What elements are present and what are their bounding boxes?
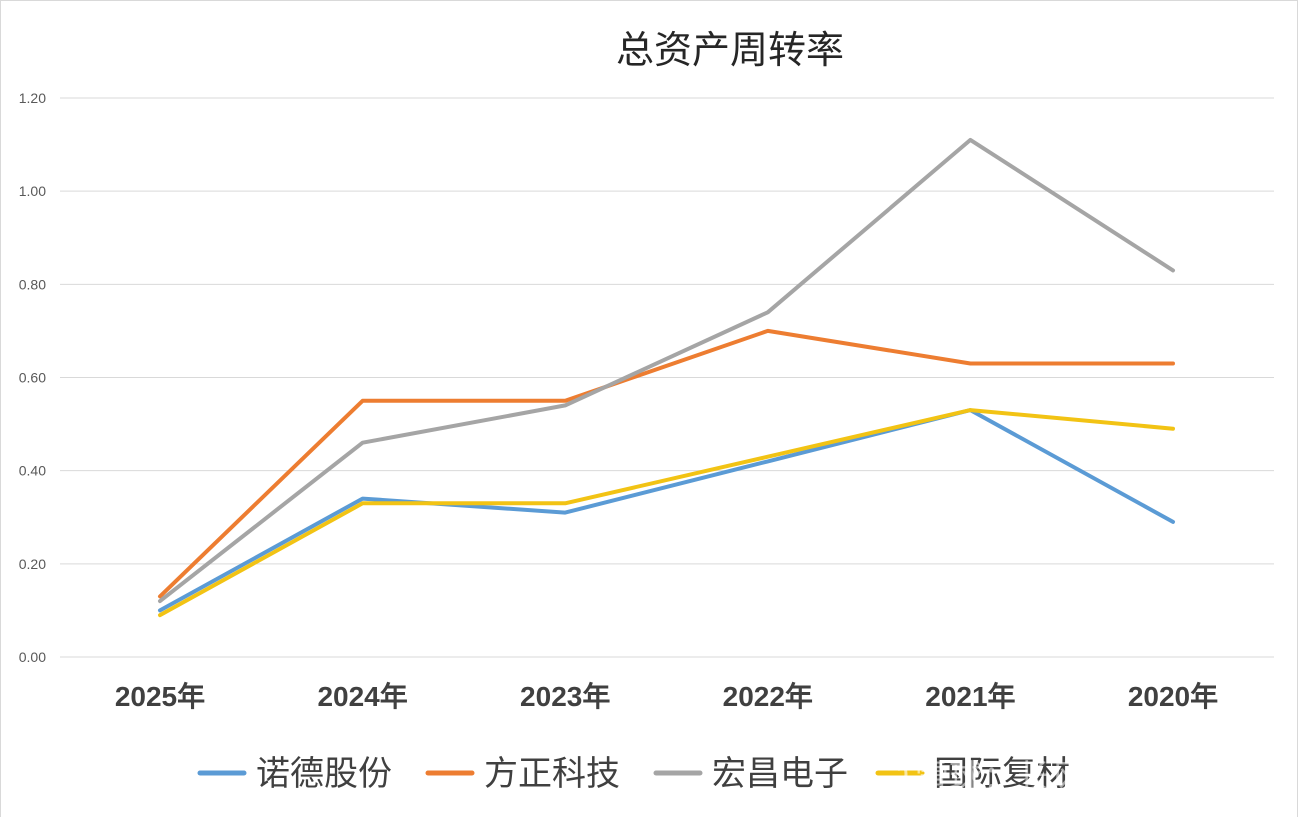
x-tick-label: 2023年 [520,680,610,712]
y-tick-label: 0.60 [19,370,46,386]
chart-title: 总资产周转率 [616,28,844,72]
series-line-3 [158,137,1175,604]
x-tick-label: 2024年 [317,680,407,712]
x-tick-label: 2022年 [723,680,813,712]
series-lines [158,137,1175,618]
legend-label: 诺德股份 [256,754,392,794]
y-axis-ticks: 0.00 0.20 0.40 0.60 0.80 1.00 1.20 [19,90,46,665]
series-line-4 [158,408,1175,618]
series-line-1 [158,408,1175,613]
y-tick-label: 1.00 [19,183,46,199]
x-axis-ticks: 2025年 2024年 2023年 2022年 2021年 2020年 [115,680,1218,712]
x-tick-label: 2025年 [115,680,205,712]
legend-label: 国际复材 [934,754,1070,794]
y-tick-label: 0.20 [19,556,46,572]
legend-label: 方正科技 [484,754,620,794]
y-tick-label: 1.20 [19,90,46,106]
legend-label: 宏昌电子 [712,754,848,794]
watermark: 雪球：长风价值掘金 [868,754,1221,798]
legend: 诺德股份 方正科技 宏昌电子 国际复材 [197,754,1070,794]
y-tick-label: 0.00 [19,649,46,665]
snowball-logo-icon [868,754,908,794]
x-tick-label: 2021年 [925,680,1015,712]
y-tick-label: 0.80 [19,276,46,292]
y-tick-label: 0.40 [19,463,46,479]
x-tick-label: 2020年 [1128,680,1218,712]
gridlines [60,97,1274,658]
watermark-text: 雪球：长风价值掘金 [915,758,1221,798]
series-line-2 [158,328,1175,599]
